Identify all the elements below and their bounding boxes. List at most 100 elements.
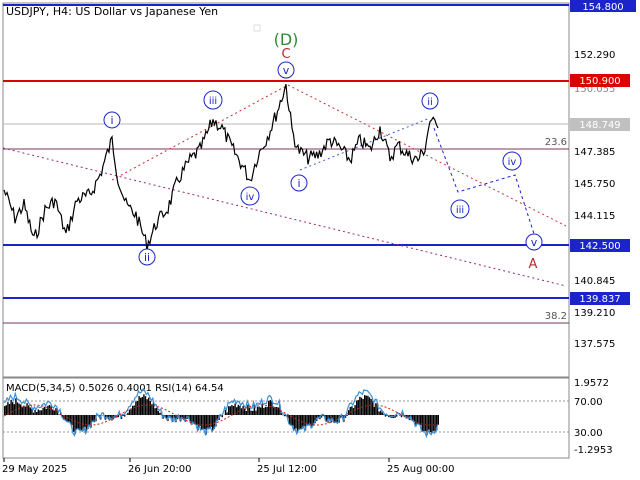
macd-bar bbox=[300, 415, 302, 429]
macd-signal-line[interactable] bbox=[3, 404, 438, 426]
macd-bar bbox=[36, 412, 38, 415]
macd-bar bbox=[370, 399, 372, 415]
price-series[interactable] bbox=[3, 84, 439, 252]
macd-bar bbox=[84, 415, 86, 428]
macd-bar bbox=[189, 415, 191, 422]
macd-bar bbox=[429, 415, 431, 433]
macd-bar bbox=[426, 415, 428, 436]
macd-bar bbox=[16, 402, 19, 415]
macd-bar bbox=[226, 412, 228, 415]
macd-bar bbox=[284, 415, 286, 417]
chart-object-marker[interactable] bbox=[253, 24, 261, 32]
macd-bar bbox=[237, 404, 239, 415]
indicator-scale-min: -1.2953 bbox=[574, 445, 613, 456]
macd-bar bbox=[24, 406, 27, 415]
macd-bar bbox=[415, 415, 417, 427]
macd-bar bbox=[423, 415, 425, 432]
macd-bar bbox=[428, 415, 430, 430]
wave-label-C: C bbox=[281, 47, 290, 62]
macd-bar bbox=[418, 415, 420, 425]
macd-bar bbox=[12, 402, 14, 415]
price-badge-154800 bbox=[570, 0, 636, 12]
macd-bar bbox=[367, 395, 369, 415]
macd-bar bbox=[250, 410, 252, 415]
macd-bar bbox=[215, 415, 217, 427]
indicator-title: MACD(5,34,5) 0.5026 0.4001 RSI(14) 64.54 bbox=[6, 383, 224, 394]
macd-bar bbox=[154, 408, 156, 415]
time-label-2: 26 Jun 20:00 bbox=[128, 464, 192, 475]
macd-bar bbox=[383, 414, 385, 415]
wave-marker-ii-right: ii bbox=[421, 92, 439, 110]
macd-bar bbox=[252, 410, 254, 415]
price-axis: 154.800 152.290 150.055 150.900 148.749 … bbox=[570, 0, 636, 350]
macd-bar bbox=[271, 401, 273, 415]
price-label-current: 148.749 bbox=[579, 120, 620, 131]
macd-bar bbox=[263, 407, 265, 415]
lower-trendline[interactable] bbox=[2, 147, 567, 287]
macd-bar bbox=[308, 415, 310, 426]
macd-bar bbox=[260, 407, 262, 415]
macd-bar bbox=[127, 412, 129, 415]
macd-bar bbox=[181, 415, 183, 419]
macd-bar bbox=[247, 404, 249, 415]
macd-bar bbox=[434, 415, 436, 433]
svg-text:iv: iv bbox=[508, 157, 517, 168]
macd-bar bbox=[111, 415, 113, 421]
macd-bar bbox=[20, 404, 22, 415]
macd-bar bbox=[197, 415, 199, 431]
macd-bar bbox=[4, 406, 6, 415]
price-label-137575: 137.575 bbox=[574, 339, 615, 350]
macd-bar bbox=[253, 405, 255, 415]
macd-bar bbox=[232, 406, 235, 415]
macd-bar bbox=[28, 405, 30, 415]
macd-bar bbox=[359, 396, 361, 415]
svg-text:i: i bbox=[110, 114, 113, 127]
macd-bar bbox=[245, 411, 247, 415]
svg-text:i: i bbox=[297, 177, 300, 190]
macd-bar bbox=[37, 409, 39, 415]
macd-bar bbox=[381, 412, 383, 415]
wave-marker-i-top: i bbox=[103, 111, 121, 129]
macd-bar bbox=[328, 415, 331, 420]
macd-bar bbox=[420, 415, 422, 426]
macd-bar bbox=[356, 400, 358, 415]
macd-bar bbox=[346, 415, 348, 416]
channel-line[interactable] bbox=[287, 84, 567, 227]
macd-bar bbox=[309, 415, 311, 424]
macd-bar bbox=[421, 415, 423, 431]
price-label-139837: 139.837 bbox=[579, 294, 620, 305]
rsi-line[interactable] bbox=[3, 387, 439, 439]
macd-bar bbox=[410, 415, 412, 418]
macd-bar bbox=[8, 404, 11, 415]
macd-bar bbox=[277, 407, 279, 415]
macd-bar bbox=[234, 403, 236, 415]
svg-text:v: v bbox=[283, 64, 290, 77]
macd-bar bbox=[183, 415, 185, 420]
macd-bar bbox=[132, 405, 134, 415]
macd-bar bbox=[124, 415, 126, 417]
svg-text:iv: iv bbox=[246, 192, 255, 203]
macd-bar bbox=[384, 415, 387, 417]
upper-trendline[interactable] bbox=[111, 84, 289, 181]
macd-bar bbox=[375, 403, 377, 415]
macd-bar bbox=[264, 406, 267, 415]
time-axis: 29 May 2025 26 Jun 20:00 25 Jul 12:00 25… bbox=[2, 458, 454, 475]
price-label-145750: 145.750 bbox=[574, 179, 615, 190]
macd-bar bbox=[117, 415, 119, 418]
macd-bar bbox=[10, 399, 12, 415]
macd-bar bbox=[212, 415, 214, 431]
macd-bar bbox=[18, 403, 20, 415]
macd-bar bbox=[199, 415, 201, 426]
svg-text:ii: ii bbox=[427, 97, 433, 108]
macd-bar bbox=[92, 415, 94, 422]
macd-bar bbox=[272, 406, 275, 415]
macd-bar bbox=[373, 406, 375, 415]
macd-bar bbox=[407, 415, 409, 419]
macd-bar bbox=[239, 405, 241, 415]
indicator-scale-30: 30.00 bbox=[574, 428, 603, 439]
macd-bar bbox=[34, 409, 36, 415]
wave-marker-iv-right: iv bbox=[502, 151, 522, 171]
macd-bar bbox=[314, 415, 316, 424]
